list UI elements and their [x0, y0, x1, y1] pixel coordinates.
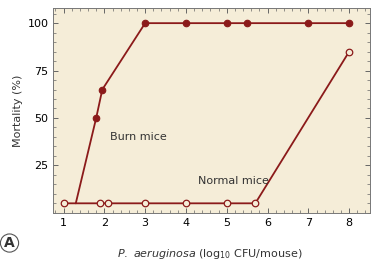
Point [106, 201, 112, 205]
Point [244, 21, 250, 25]
Text: Burn mice: Burn mice [110, 132, 167, 142]
Point [252, 201, 258, 205]
Point [93, 116, 99, 120]
Text: $\it{P.\ aeruginosa}$ (log$_{10}$ CFU/mouse): $\it{P.\ aeruginosa}$ (log$_{10}$ CFU/mo… [117, 247, 302, 261]
Point [224, 21, 230, 25]
Point [346, 49, 352, 54]
Text: Normal mice: Normal mice [198, 176, 269, 186]
Point [183, 21, 189, 25]
Point [61, 201, 67, 205]
Point [97, 201, 103, 205]
Text: $\bf{A}$: $\bf{A}$ [3, 236, 16, 250]
Y-axis label: Mortality (%): Mortality (%) [13, 74, 23, 147]
Point [142, 201, 148, 205]
Point [346, 21, 352, 25]
Point [224, 201, 230, 205]
Point [142, 21, 148, 25]
Point [183, 201, 189, 205]
Point [305, 21, 311, 25]
Point [99, 88, 106, 92]
